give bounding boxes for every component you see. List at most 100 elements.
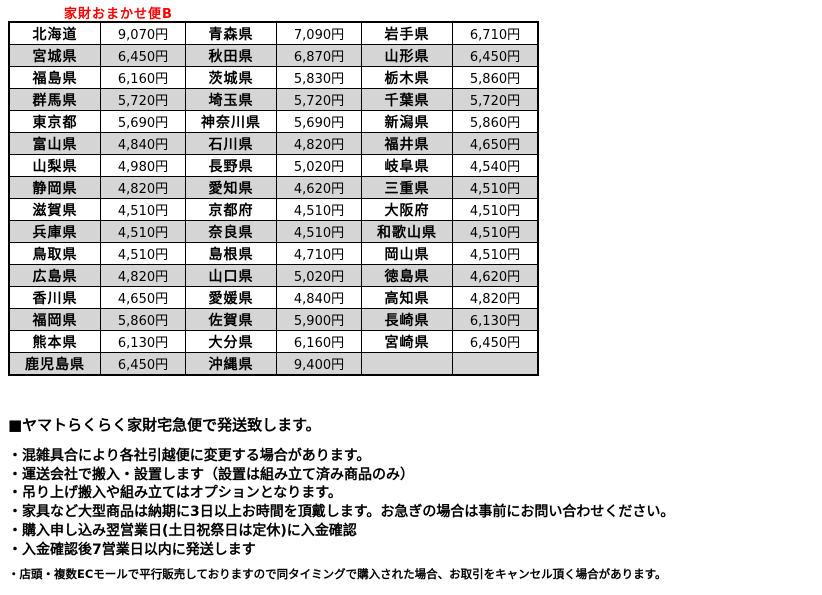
prefecture-cell: 島根県 <box>185 242 277 265</box>
price-cell: 6,450円 <box>452 44 539 67</box>
prefecture-cell: 千葉県 <box>361 88 453 111</box>
prefecture-cell: 静岡県 <box>8 176 101 199</box>
prefecture-cell: 岡山県 <box>361 242 453 265</box>
price-cell: 4,510円 <box>276 220 362 243</box>
price-cell: 6,450円 <box>452 330 539 353</box>
prefecture-cell: 栃木県 <box>361 66 453 89</box>
price-cell: 5,020円 <box>276 154 362 177</box>
prefecture-cell: 山形県 <box>361 44 453 67</box>
prefecture-cell: 新潟県 <box>361 110 453 133</box>
price-cell: 5,900円 <box>276 308 362 331</box>
prefecture-cell: 茨城県 <box>185 66 277 89</box>
price-cell: 4,510円 <box>276 198 362 221</box>
shipping-price-table: 北海道 9,070円 青森県 7,090円 岩手県 6,710円 宮城県 6,450円 秋田県 6… <box>8 21 539 376</box>
price-cell: 6,160円 <box>100 66 186 89</box>
table-row: 北海道 9,070円 青森県 7,090円 岩手県 6,710円 <box>8 21 539 45</box>
prefecture-cell: 長野県 <box>185 154 277 177</box>
prefecture-cell: 山梨県 <box>8 154 101 177</box>
prefecture-cell: 沖縄県 <box>185 352 277 376</box>
price-cell: 5,830円 <box>276 66 362 89</box>
price-cell: 6,870円 <box>276 44 362 67</box>
price-cell: 4,820円 <box>100 264 186 287</box>
note-item: ・運送会社で搬入・設置します（設置は組み立て済み商品のみ） <box>8 466 414 483</box>
price-cell: 5,720円 <box>452 88 539 111</box>
price-cell: 6,710円 <box>452 21 539 45</box>
price-cell: 5,860円 <box>452 66 539 89</box>
price-cell: 9,400円 <box>276 352 362 376</box>
prefecture-cell: 広島県 <box>8 264 101 287</box>
price-cell: 4,510円 <box>452 220 539 243</box>
prefecture-cell: 秋田県 <box>185 44 277 67</box>
price-cell: 6,130円 <box>452 308 539 331</box>
prefecture-cell: 埼玉県 <box>185 88 277 111</box>
price-cell: 6,450円 <box>100 44 186 67</box>
price-cell: 4,510円 <box>452 176 539 199</box>
prefecture-cell: 鹿児島県 <box>8 352 101 376</box>
price-table-body: 北海道 9,070円 青森県 7,090円 岩手県 6,710円 宮城県 6,450円 秋田県 6… <box>8 21 539 376</box>
price-cell: 4,840円 <box>100 132 186 155</box>
price-cell: 4,820円 <box>276 132 362 155</box>
prefecture-cell: 山口県 <box>185 264 277 287</box>
price-cell: 5,690円 <box>276 110 362 133</box>
prefecture-cell: 長崎県 <box>361 308 453 331</box>
price-cell: 9,070円 <box>100 21 186 45</box>
price-cell: 5,020円 <box>276 264 362 287</box>
shipping-notes-heading: ■ヤマトらくらく家財宅急便で発送致します。 <box>8 416 321 434</box>
table-row: 山梨県 4,980円 長野県 5,020円 岐阜県 4,540円 <box>8 154 539 177</box>
prefecture-cell: 東京都 <box>8 110 101 133</box>
prefecture-cell: 福岡県 <box>8 308 101 331</box>
prefecture-cell: 宮城県 <box>8 44 101 67</box>
prefecture-cell: 宮崎県 <box>361 330 453 353</box>
price-cell: 5,720円 <box>276 88 362 111</box>
prefecture-cell: 徳島県 <box>361 264 453 287</box>
price-cell: 4,510円 <box>100 198 186 221</box>
prefecture-cell: 和歌山県 <box>361 220 453 243</box>
price-cell: 6,130円 <box>100 330 186 353</box>
prefecture-cell: 滋賀県 <box>8 198 101 221</box>
table-row: 鳥取県 4,510円 島根県 4,710円 岡山県 4,510円 <box>8 242 539 265</box>
prefecture-cell: 京都府 <box>185 198 277 221</box>
table-row: 宮城県 6,450円 秋田県 6,870円 山形県 6,450円 <box>8 44 539 67</box>
prefecture-cell: 岐阜県 <box>361 154 453 177</box>
note-item: ・家具など大型商品は納期に3日以上お時間を頂戴します。お急ぎの場合は事前にお問い… <box>8 504 675 521</box>
table-row: 群馬県 5,720円 埼玉県 5,720円 千葉県 5,720円 <box>8 88 539 111</box>
table-row: 富山県 4,840円 石川県 4,820円 福井県 4,650円 <box>8 132 539 155</box>
prefecture-cell: 富山県 <box>8 132 101 155</box>
price-cell: 6,450円 <box>100 352 186 376</box>
price-cell: 5,860円 <box>452 110 539 133</box>
table-row: 広島県 4,820円 山口県 5,020円 徳島県 4,620円 <box>8 264 539 287</box>
note-item: ・入金確認後7営業日以内に発送します <box>8 541 256 558</box>
prefecture-cell: 岩手県 <box>361 21 453 45</box>
prefecture-cell: 熊本県 <box>8 330 101 353</box>
prefecture-cell: 愛媛県 <box>185 286 277 309</box>
table-row: 福島県 6,160円 茨城県 5,830円 栃木県 5,860円 <box>8 66 539 89</box>
prefecture-cell: 佐賀県 <box>185 308 277 331</box>
price-cell: 4,820円 <box>452 286 539 309</box>
price-cell: 4,510円 <box>452 198 539 221</box>
price-cell: 5,690円 <box>100 110 186 133</box>
table-row: 東京都 5,690円 神奈川県 5,690円 新潟県 5,860円 <box>8 110 539 133</box>
table-row: 鹿児島県 6,450円 沖縄県 9,400円 <box>8 352 539 376</box>
note-item: ・混雑具合により各社引越便に変更する場合があります。 <box>8 448 371 464</box>
price-cell: 4,540円 <box>452 154 539 177</box>
prefecture-cell <box>361 352 453 376</box>
note-item: ・購入申し込み翌営業日(土日祝祭日は定休)に入金確認 <box>8 522 357 539</box>
prefecture-cell: 愛知県 <box>185 176 277 199</box>
table-row: 熊本県 6,130円 大分県 6,160円 宮崎県 6,450円 <box>8 330 539 353</box>
note-item: ・吊り上げ搬入や組み立てはオプションとなります。 <box>8 485 342 502</box>
price-cell: 4,650円 <box>452 132 539 155</box>
prefecture-cell: 神奈川県 <box>185 110 277 133</box>
prefecture-cell: 群馬県 <box>8 88 101 111</box>
table-row: 静岡県 4,820円 愛知県 4,620円 三重県 4,510円 <box>8 176 539 199</box>
price-cell <box>452 352 539 376</box>
prefecture-cell: 北海道 <box>8 21 101 45</box>
price-cell: 4,510円 <box>100 220 186 243</box>
price-cell: 4,620円 <box>276 176 362 199</box>
price-cell: 4,840円 <box>276 286 362 309</box>
prefecture-cell: 石川県 <box>185 132 277 155</box>
prefecture-cell: 兵庫県 <box>8 220 101 243</box>
prefecture-cell: 大阪府 <box>361 198 453 221</box>
price-cell: 4,510円 <box>452 242 539 265</box>
prefecture-cell: 福井県 <box>361 132 453 155</box>
